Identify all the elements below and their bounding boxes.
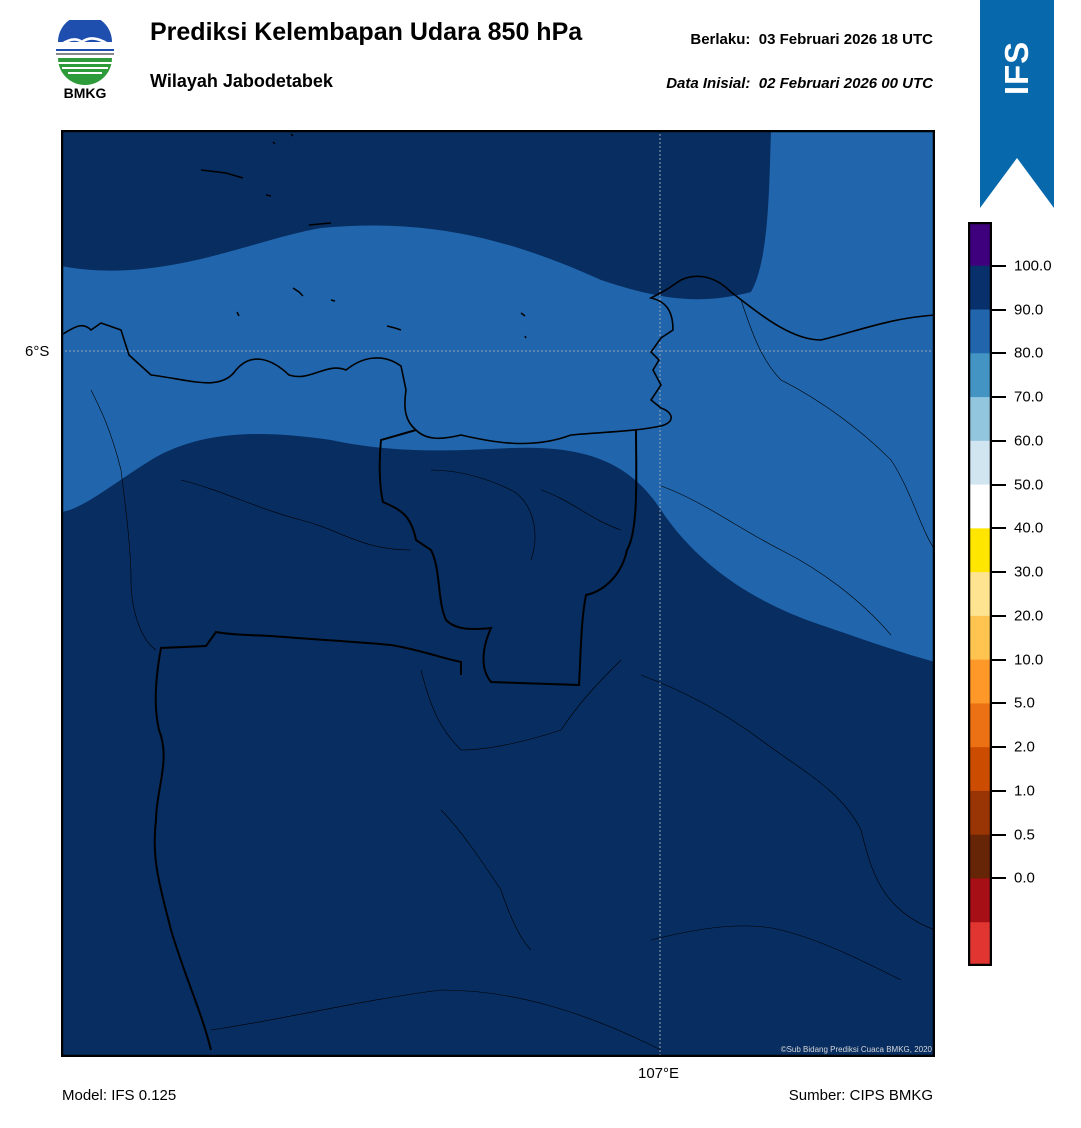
colorbar-tick bbox=[992, 571, 1006, 574]
colorbar-tick bbox=[992, 439, 1006, 442]
colorbar-label: 0.0 bbox=[1014, 869, 1035, 887]
colorbar-label: 30.0 bbox=[1014, 563, 1044, 581]
colorbar-tick bbox=[992, 264, 1006, 267]
colorbar-tick bbox=[992, 833, 1006, 836]
colorbar-label: 0.5 bbox=[1014, 826, 1035, 844]
coastline bbox=[61, 275, 935, 445]
colorbar-tick bbox=[992, 702, 1006, 705]
colorbar-label: 90.0 bbox=[1014, 301, 1044, 319]
colorbar-swatch bbox=[970, 659, 990, 704]
logo-text: BMKG bbox=[64, 85, 107, 101]
district-boundaries bbox=[90, 299, 935, 1051]
colorbar-label: 40.0 bbox=[1014, 519, 1044, 537]
init-time: 02 Februari 2026 00 UTC bbox=[758, 75, 933, 92]
colorbar-swatch bbox=[970, 397, 990, 442]
colorbar-swatch bbox=[970, 922, 990, 966]
model-info: Model: IFS 0.125 bbox=[62, 1087, 177, 1104]
init-time-line: Data Inisial: 02 Februari 2026 00 UTC bbox=[666, 75, 933, 92]
colorbar-swatch bbox=[970, 790, 990, 836]
colorbar-labels: 100.0 90.0 80.0 70.0 60.0 50.0 40.0 30.0 20.0 10.… bbox=[992, 222, 1080, 966]
colorbar-label: 5.0 bbox=[1014, 694, 1035, 712]
ifs-badge bbox=[980, 0, 1054, 208]
colorbar-label: 20.0 bbox=[1014, 607, 1044, 625]
colorbar-label: 1.0 bbox=[1014, 782, 1035, 800]
init-label: Data Inisial: bbox=[666, 75, 751, 92]
colorbar-tick bbox=[992, 527, 1006, 530]
colorbar-tick bbox=[992, 614, 1006, 617]
source-info: Sumber: CIPS BMKG bbox=[788, 1087, 933, 1104]
valid-time-line: Berlaku: 03 Februari 2026 18 UTC bbox=[690, 31, 933, 48]
colorbar-label: 80.0 bbox=[1014, 344, 1044, 362]
colorbar-swatch bbox=[970, 747, 990, 792]
colorbar-swatch bbox=[970, 703, 990, 748]
colorbar-swatch bbox=[970, 222, 990, 267]
colorbar-label: 10.0 bbox=[1014, 651, 1044, 669]
latitude-label: 6°S bbox=[25, 343, 50, 360]
ifs-badge-text: IFS bbox=[998, 40, 1035, 95]
colorbar-swatch bbox=[970, 353, 990, 398]
colorbar-label: 2.0 bbox=[1014, 738, 1035, 756]
colorbar-label: 100.0 bbox=[1014, 257, 1052, 275]
colorbar-label: 70.0 bbox=[1014, 388, 1044, 406]
colorbar-swatch bbox=[970, 572, 990, 617]
colorbar-swatch bbox=[970, 615, 990, 661]
valid-label: Berlaku: bbox=[690, 31, 751, 48]
humidity-map bbox=[61, 130, 935, 1057]
thousand-islands bbox=[200, 133, 527, 339]
colorbar-tick bbox=[992, 483, 1006, 486]
colorbar-tick bbox=[992, 308, 1006, 311]
colorbar-tick bbox=[992, 877, 1006, 880]
colorbar-swatch bbox=[970, 484, 990, 529]
map-copyright: ©Sub Bidang Prediksi Cuaca BMKG, 2020 bbox=[780, 1045, 932, 1054]
map-title: Prediksi Kelembapan Udara 850 hPa bbox=[150, 18, 583, 46]
colorbar-label: 50.0 bbox=[1014, 476, 1044, 494]
colorbar-tick bbox=[992, 746, 1006, 749]
colorbar-label: 60.0 bbox=[1014, 432, 1044, 450]
colorbar-tick bbox=[992, 658, 1006, 661]
colorbar-tick bbox=[992, 396, 1006, 399]
longitude-label: 107°E bbox=[638, 1065, 680, 1082]
colorbar-swatch bbox=[970, 878, 990, 923]
region-subtitle: Wilayah Jabodetabek bbox=[150, 71, 333, 91]
province-boundary bbox=[153, 429, 638, 1051]
colorbar-tick bbox=[992, 789, 1006, 792]
colorbar-swatch bbox=[970, 265, 990, 311]
humidity-colorbar bbox=[968, 222, 992, 966]
band-coastal bbox=[61, 130, 935, 662]
colorbar-swatch bbox=[970, 834, 990, 879]
map-border bbox=[61, 130, 935, 1057]
colorbar-swatch bbox=[970, 440, 990, 486]
bmkg-logo: BMKG bbox=[56, 20, 114, 101]
colorbar-swatch bbox=[970, 528, 990, 573]
ifs-badge-text-wrap: IFS bbox=[980, 0, 1054, 135]
colorbar-border bbox=[968, 222, 992, 966]
colorbar-swatch bbox=[970, 309, 990, 354]
colorbar-tick bbox=[992, 352, 1006, 355]
valid-time: 03 Februari 2026 18 UTC bbox=[758, 31, 933, 48]
